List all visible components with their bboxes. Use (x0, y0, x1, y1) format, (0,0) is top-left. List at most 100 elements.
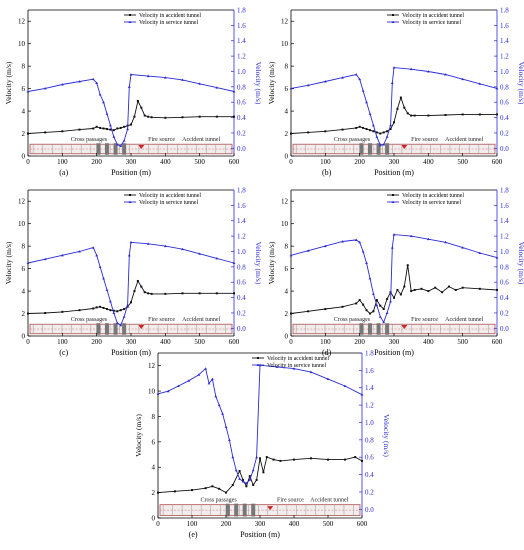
data-point-accident (78, 309, 81, 312)
data-point-service (112, 135, 116, 138)
data-point-accident (61, 310, 64, 313)
data-point-service (232, 90, 236, 93)
data-point-service (248, 478, 252, 481)
y-right-tick-label: 1.2 (237, 233, 246, 241)
x-tick-label: 100 (320, 338, 331, 346)
data-point-accident (379, 132, 382, 135)
data-point-service (60, 83, 64, 86)
y-right-tick-label: 1.4 (500, 37, 509, 45)
y-left-tick-label: 0 (22, 153, 26, 161)
x-tick-label: 400 (160, 158, 171, 166)
cross-passage-marker (251, 503, 256, 517)
data-point-accident (255, 478, 258, 481)
data-point-accident (372, 310, 375, 313)
data-point-service (129, 240, 133, 244)
data-point-service (91, 77, 95, 81)
x-tick-label: 0 (26, 158, 30, 166)
x-tick-label: 100 (57, 338, 68, 346)
data-point-accident (198, 115, 201, 118)
data-point-service (78, 250, 81, 253)
x-tick-label: 100 (187, 520, 198, 528)
data-point-service (372, 123, 375, 127)
data-point-accident (92, 127, 95, 130)
data-point-service (207, 381, 211, 385)
x-tick-label: 300 (126, 338, 137, 346)
data-point-accident (204, 487, 207, 490)
fire-source-marker (267, 506, 274, 511)
data-point-accident (372, 130, 375, 133)
data-point-service (323, 80, 327, 83)
data-point-service (91, 246, 95, 249)
data-point-accident (358, 125, 361, 128)
y-left-tick-label: 4 (22, 108, 26, 116)
data-point-service (360, 393, 364, 396)
data-point-accident (461, 286, 464, 289)
data-point-service (115, 143, 119, 146)
x-tick-label: 600 (492, 338, 503, 346)
data-point-service (390, 246, 394, 249)
fire-source-marker (138, 145, 145, 150)
data-point-accident (461, 113, 464, 116)
data-point-service (60, 253, 64, 257)
y-right-tick-label: 0.2 (237, 309, 246, 317)
y-left-tick-label: 8 (22, 63, 26, 71)
data-point-accident (427, 114, 430, 117)
data-point-accident (215, 292, 218, 295)
data-point-service (382, 143, 386, 146)
data-point-accident (215, 115, 218, 118)
data-point-accident (164, 292, 167, 295)
data-point-service (43, 257, 47, 261)
y-right-tick-label: 0.2 (500, 129, 509, 137)
x-tick-label: 600 (229, 338, 240, 346)
data-point-service (478, 82, 482, 85)
series-line-accident (27, 99, 234, 134)
data-point-service (389, 300, 392, 303)
y-right-tick-label: 1.8 (365, 350, 374, 358)
data-point-accident (112, 129, 115, 132)
data-point-accident (262, 471, 265, 474)
data-point-accident (181, 292, 184, 295)
data-point-service (341, 240, 344, 243)
y-right-tick-label: 0.0 (500, 145, 509, 153)
x-tick-label: 200 (354, 338, 365, 346)
cross-passage-marker (113, 143, 118, 155)
data-point-service (372, 292, 375, 295)
y-left-tick-label: 8 (285, 63, 289, 71)
data-point-service (126, 303, 129, 307)
data-point-accident (324, 130, 327, 133)
data-point-service (361, 89, 365, 92)
y-right-tick-label: 0.4 (500, 114, 509, 122)
data-point-service (217, 403, 221, 407)
data-point-service (129, 73, 133, 76)
data-point-service (495, 256, 499, 259)
tunnel-schematic (29, 323, 233, 335)
y-left-tick-label: 0 (22, 333, 26, 341)
data-point-service (389, 123, 392, 127)
y-left-tick-label: 12 (18, 18, 26, 26)
legend-entry: Velocity in accident tunnel (402, 193, 464, 199)
data-point-accident (403, 285, 406, 288)
data-point-service (204, 367, 207, 370)
data-point-accident (123, 125, 126, 128)
x-tick-label: 400 (423, 338, 434, 346)
data-point-service (409, 67, 413, 71)
x-tick-label: 300 (389, 158, 400, 166)
y-right-tick-label: 0.4 (237, 294, 246, 302)
data-point-service (146, 242, 150, 245)
data-point-accident (78, 128, 81, 131)
y-right-tick-label: 0.2 (365, 488, 374, 496)
data-point-accident (119, 126, 122, 129)
cross-passage-marker (96, 323, 101, 335)
data-point-service (215, 86, 219, 89)
data-point-service (187, 379, 190, 382)
panel-label: (c) (59, 348, 68, 357)
data-point-service (177, 384, 180, 387)
x-tick-label: 0 (289, 158, 293, 166)
data-point-accident (382, 131, 385, 134)
y-axis-label-right: Velocity (m/s) (254, 242, 263, 285)
data-point-service (105, 112, 109, 115)
y-left-tick-label: 10 (281, 220, 289, 228)
data-point-service (241, 480, 245, 483)
data-point-service (365, 100, 368, 104)
tunnel-schematic (292, 323, 496, 335)
